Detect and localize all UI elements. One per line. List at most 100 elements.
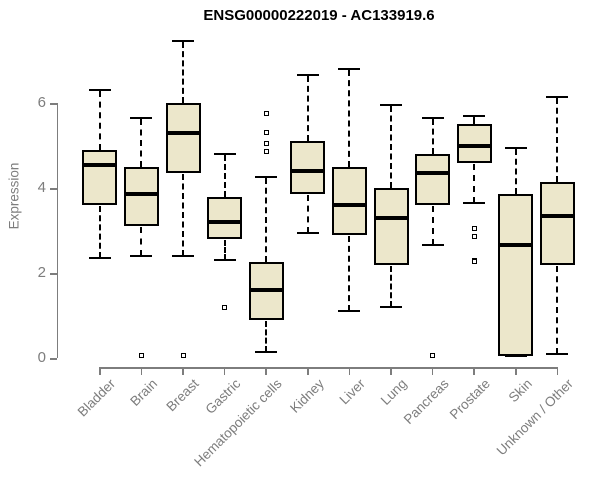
boxplot-box — [82, 149, 118, 205]
y-axis-tick — [49, 103, 57, 105]
upper-whisker — [182, 42, 184, 103]
median-line — [458, 143, 490, 148]
x-tick-label: Brain — [127, 376, 161, 409]
lower-whisker-cap — [88, 257, 111, 260]
outlier-point — [180, 353, 186, 359]
upper-whisker-cap — [504, 146, 527, 149]
upper-whisker-cap — [463, 114, 486, 117]
upper-whisker-cap — [88, 89, 111, 92]
outlier-point — [471, 225, 477, 231]
boxplot-box — [415, 154, 451, 205]
lower-whisker — [182, 174, 184, 256]
upper-whisker — [98, 91, 101, 150]
lower-whisker — [390, 265, 392, 307]
outlier-point — [138, 353, 144, 359]
x-axis-line — [99, 367, 559, 369]
lower-whisker-cap — [546, 352, 569, 355]
boxplot-box — [539, 181, 575, 265]
y-tick-label: 0 — [37, 349, 46, 366]
y-axis-tick — [49, 273, 57, 275]
x-axis-tick — [348, 367, 351, 375]
x-tick-label: Prostate — [446, 376, 493, 423]
x-tick-label: Kidney — [286, 376, 327, 416]
upper-whisker-cap — [172, 40, 194, 43]
y-axis-line — [56, 103, 58, 358]
boxplot-box — [456, 124, 492, 163]
upper-whisker — [306, 76, 309, 142]
median-line — [500, 243, 532, 248]
x-axis-tick — [99, 367, 101, 375]
median-line — [292, 169, 324, 173]
y-tick-label: 2 — [37, 264, 46, 281]
outlier-point — [263, 130, 269, 136]
boxplot-box — [331, 166, 367, 235]
lower-whisker-cap — [421, 244, 444, 247]
upper-whisker — [140, 118, 143, 167]
median-line — [417, 171, 449, 176]
x-tick-label: Gastric — [202, 376, 244, 417]
lower-whisker — [556, 265, 559, 354]
boxplot-box — [290, 141, 326, 195]
outlier-point — [263, 140, 269, 146]
upper-whisker-cap — [421, 116, 444, 119]
upper-whisker — [223, 155, 226, 197]
x-axis-tick — [223, 367, 226, 375]
lower-whisker — [306, 195, 309, 233]
lower-whisker — [473, 163, 476, 203]
lower-whisker — [431, 206, 434, 246]
x-tick-label: Skin — [505, 376, 535, 406]
lower-whisker-cap — [255, 350, 278, 353]
upper-whisker — [348, 70, 351, 167]
lower-whisker-cap — [130, 255, 153, 257]
lower-whisker — [98, 206, 101, 259]
outlier-point — [471, 234, 477, 240]
chart-title: ENSG00000222019 - AC133919.6 — [203, 7, 435, 24]
lower-whisker — [265, 320, 268, 352]
lower-whisker — [140, 227, 143, 256]
x-axis-tick — [265, 367, 267, 375]
upper-whisker — [431, 118, 434, 154]
x-tick-label: Breast — [163, 376, 202, 415]
x-tick-label: Liver — [336, 376, 369, 408]
x-axis-tick — [515, 367, 517, 375]
median-line — [84, 162, 116, 167]
y-axis-tick — [49, 358, 57, 360]
upper-whisker — [473, 116, 476, 125]
x-axis-tick — [473, 367, 475, 375]
x-axis-tick — [140, 367, 143, 375]
outlier-point — [222, 304, 228, 310]
upper-whisker — [390, 106, 392, 188]
y-tick-label: 6 — [37, 94, 46, 111]
outlier-point — [263, 111, 269, 117]
x-tick-label: Pancreas — [400, 376, 452, 427]
lower-whisker-cap — [172, 255, 194, 257]
boxplot-box — [207, 196, 243, 239]
upper-whisker-cap — [213, 153, 236, 155]
upper-whisker-cap — [380, 104, 402, 107]
x-axis-tick — [390, 367, 392, 375]
lower-whisker-cap — [338, 310, 361, 313]
y-axis-tick — [49, 188, 57, 190]
x-tick-label: Unknown / Other — [493, 376, 577, 459]
lower-whisker — [223, 240, 226, 261]
upper-whisker — [265, 178, 268, 263]
lower-whisker-cap — [296, 231, 319, 234]
outlier-point — [471, 259, 477, 265]
lower-whisker — [348, 235, 351, 312]
x-axis-tick — [431, 367, 434, 375]
boxplot-box — [373, 188, 409, 265]
x-tick-label: Bladder — [74, 376, 119, 420]
upper-whisker — [556, 97, 559, 182]
upper-whisker-cap — [546, 95, 569, 98]
upper-whisker — [514, 148, 517, 195]
upper-whisker-cap — [130, 116, 153, 119]
x-tick-label: Lung — [377, 376, 410, 408]
boxplot-box — [498, 194, 534, 356]
median-line — [541, 213, 573, 218]
lower-whisker-cap — [213, 259, 236, 262]
outlier-point — [263, 149, 269, 155]
median-line — [125, 192, 157, 197]
lower-whisker-cap — [504, 354, 527, 357]
median-line — [375, 215, 407, 220]
